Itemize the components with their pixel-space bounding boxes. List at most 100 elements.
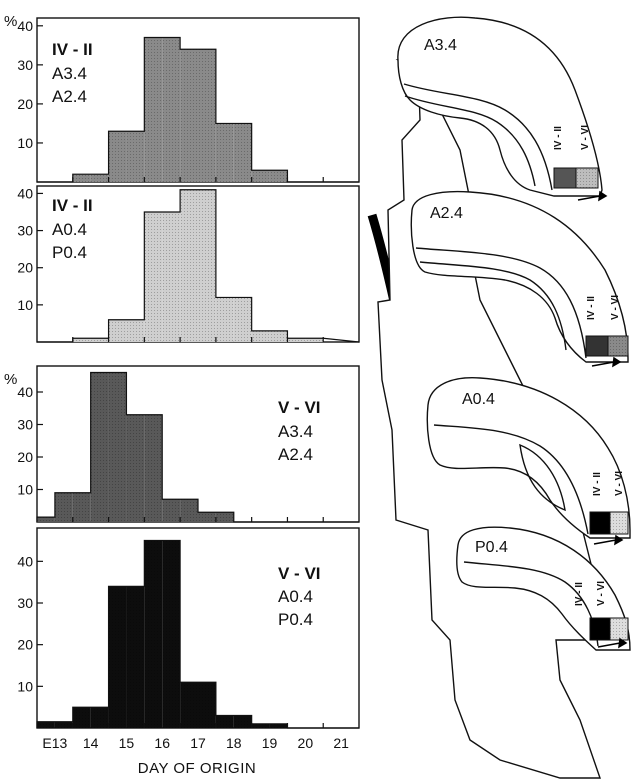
percent-label-top: % [4, 13, 17, 30]
block-a34-deep [553, 167, 577, 189]
panel2-plane-b: P0.4 [52, 243, 87, 262]
panel1-bar-texture-17.5 [198, 49, 216, 182]
panel4-bar-texture-15 [108, 586, 127, 728]
panel2-ytick-label-20: 20 [17, 260, 33, 276]
section-label-a04: A0.4 [462, 391, 495, 408]
panel4-plane-b: P0.4 [278, 610, 313, 629]
panel2-ytick-label-40: 40 [17, 185, 33, 201]
panel2-ytick-label-30: 30 [17, 223, 33, 239]
panel2-bar-texture-16 [144, 212, 163, 342]
panel4-bar-texture-17.5 [198, 682, 216, 728]
section-a04-ventricle [519, 443, 566, 512]
block-a04-deep [589, 511, 611, 535]
panel3-bar-texture-18 [215, 512, 234, 522]
layer-block-patterns [576, 168, 628, 640]
x-tick-label-15: 15 [119, 735, 135, 751]
x-tick-label-14: 14 [83, 735, 99, 751]
brain-sections-diagram [377, 16, 631, 779]
panel2-bar-texture-16.5 [162, 212, 181, 342]
panel4-bar-texture-18 [215, 715, 234, 728]
panel3-histogram-outline [36, 371, 359, 523]
panel3-bar-texture-17.5 [198, 512, 216, 522]
panel1-bar-texture-18.5 [233, 123, 252, 182]
section-label-a34: A3.4 [424, 37, 457, 54]
panel1-bar-texture-16 [144, 37, 163, 183]
panel3-plane-a: A3.4 [278, 422, 313, 441]
panel4-bar-texture-16 [144, 540, 163, 728]
panel4-ytick-label-30: 30 [17, 595, 33, 611]
panel2-bar-texture-18 [215, 297, 234, 342]
section-a24-inner2 [419, 261, 567, 351]
panel3-bar-texture-15.5 [126, 414, 145, 522]
panel3-bar-texture-E13 [37, 517, 55, 522]
panel2-bar-texture-17.5 [198, 189, 216, 342]
section-a34-inner [403, 83, 553, 191]
panel4-layer-label: V - VI [278, 564, 321, 583]
section-a04-layer-b: V - VI [614, 471, 625, 496]
panel1-ytick-label-40: 40 [17, 18, 33, 34]
section-a04-inner [433, 424, 589, 535]
x-tick-label-20: 20 [298, 735, 314, 751]
x-tick-label-16: 16 [154, 735, 170, 751]
panel2-bar-texture-14 [72, 338, 91, 342]
panel4-bar-texture-19 [251, 723, 270, 728]
panel1-bar-texture-17 [180, 49, 198, 182]
section-a34-layer-a: IV - II [553, 126, 564, 150]
small-arrows [577, 190, 628, 649]
section-a24-outline [410, 190, 629, 363]
panel2-bar-texture-20 [287, 338, 306, 342]
x-tick-label-21: 21 [333, 735, 349, 751]
panel1-bar-texture-14.5 [90, 174, 109, 182]
panel4-bar-texture-16.5 [162, 540, 181, 728]
panel1-plane-b: A2.4 [52, 87, 87, 106]
section-a24-layer-b: V - VI [610, 295, 621, 320]
panel2-bar-texture-15.5 [126, 319, 145, 342]
panel4-bar-texture-E13.5 [54, 721, 73, 728]
panel3-bar-texture-17 [180, 499, 198, 522]
panel1-bar-texture-16.5 [162, 37, 181, 183]
panel4-bar-texture-14 [72, 707, 91, 728]
panel1-plane-a: A3.4 [52, 64, 87, 83]
panel4-bar-texture-17 [180, 682, 198, 728]
section-a34-inner2 [404, 95, 536, 187]
panel4-histogram-outline [36, 539, 359, 729]
section-a34-layer-b: V - VI [580, 125, 591, 150]
x-tick-label-E13: E13 [42, 735, 67, 751]
section-a04-outline [426, 377, 631, 539]
panel2-plane-a: A0.4 [52, 220, 87, 239]
panel4-ytick-label-20: 20 [17, 637, 33, 653]
panel3-ytick-label-20: 20 [17, 449, 33, 465]
histogram-stack: 10 20 30 40 10 20 30 40 10 20 30 40 10 20 30 40 E13 14 15 1… [17, 17, 360, 751]
panel2-bar-texture-19.5 [269, 330, 288, 342]
panel1-bar-texture-15.5 [126, 131, 145, 182]
panel3-bar-texture-16 [144, 414, 163, 522]
section-a04-layer-a: IV - II [592, 472, 603, 496]
panel2-bar-texture-20.5 [305, 338, 324, 342]
panel1-histogram-outline [37, 36, 359, 183]
panel2-histogram-outline [37, 189, 360, 343]
panel1-bar-texture-14 [72, 174, 91, 182]
panel4-ytick-label-10: 10 [17, 678, 33, 694]
panel3-bar-texture-16.5 [162, 499, 181, 522]
panel4-ytick-label-40: 40 [17, 553, 33, 569]
section-label-a24: A2.4 [430, 205, 463, 222]
x-axis-title: DAY OF ORIGIN [138, 760, 256, 777]
section-p04-outline [456, 526, 631, 651]
panel2-bar-texture-19 [251, 330, 270, 342]
x-tick-label-17: 17 [190, 735, 206, 751]
block-a04b-deep [589, 617, 611, 641]
panel4-bar-texture-15.5 [126, 586, 145, 728]
panel1-bar-texture-19.5 [269, 170, 288, 182]
panel2-layer-label: IV - II [52, 196, 93, 215]
x-tick-label-19: 19 [262, 735, 278, 751]
panel1-bar-texture-15 [108, 131, 127, 182]
panel4-bar-texture-E13 [37, 721, 55, 728]
panel4-plane-a: A0.4 [278, 587, 313, 606]
panel1-bar-texture-18 [215, 123, 234, 182]
panel1-layer-label: IV - II [52, 40, 93, 59]
section-p04-layer-a: IV - II [574, 582, 585, 606]
panel2-bar-texture-15 [108, 319, 127, 342]
section-label-p04: P0.4 [475, 539, 508, 556]
panel4-bar-texture-18.5 [233, 715, 252, 728]
percent-label-middle: % [4, 371, 17, 388]
